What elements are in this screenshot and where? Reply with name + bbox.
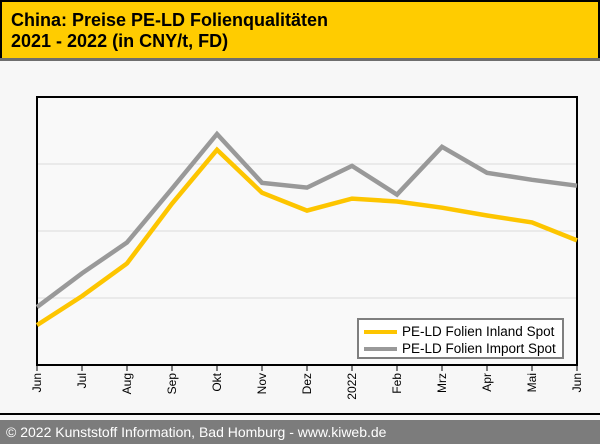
legend: PE-LD Folien Inland Spot PE-LD Folien Im… bbox=[357, 318, 564, 359]
price-line-chart bbox=[36, 96, 578, 371]
legend-item-inland: PE-LD Folien Inland Spot bbox=[364, 323, 558, 340]
legend-label-import: PE-LD Folien Import Spot bbox=[402, 341, 556, 356]
series-line-0 bbox=[36, 146, 578, 327]
inland-line-swatch bbox=[364, 329, 397, 334]
title-line-2: 2021 - 2022 (in CNY/t, FD) bbox=[11, 31, 229, 51]
chart-title-banner: China: Preise PE-LD Folienqualitäten 202… bbox=[0, 0, 600, 58]
title-line-1: China: Preise PE-LD Folienqualitäten bbox=[11, 10, 329, 30]
copyright-bar: © 2022 Kunststoff Information, Bad Hombu… bbox=[0, 420, 600, 444]
import-line-swatch bbox=[364, 346, 397, 351]
header-divider bbox=[0, 58, 600, 61]
legend-label-inland: PE-LD Folien Inland Spot bbox=[402, 324, 555, 339]
footer-separator bbox=[0, 413, 600, 415]
legend-item-import: PE-LD Folien Import Spot bbox=[364, 340, 558, 357]
series-line-1 bbox=[36, 130, 578, 309]
